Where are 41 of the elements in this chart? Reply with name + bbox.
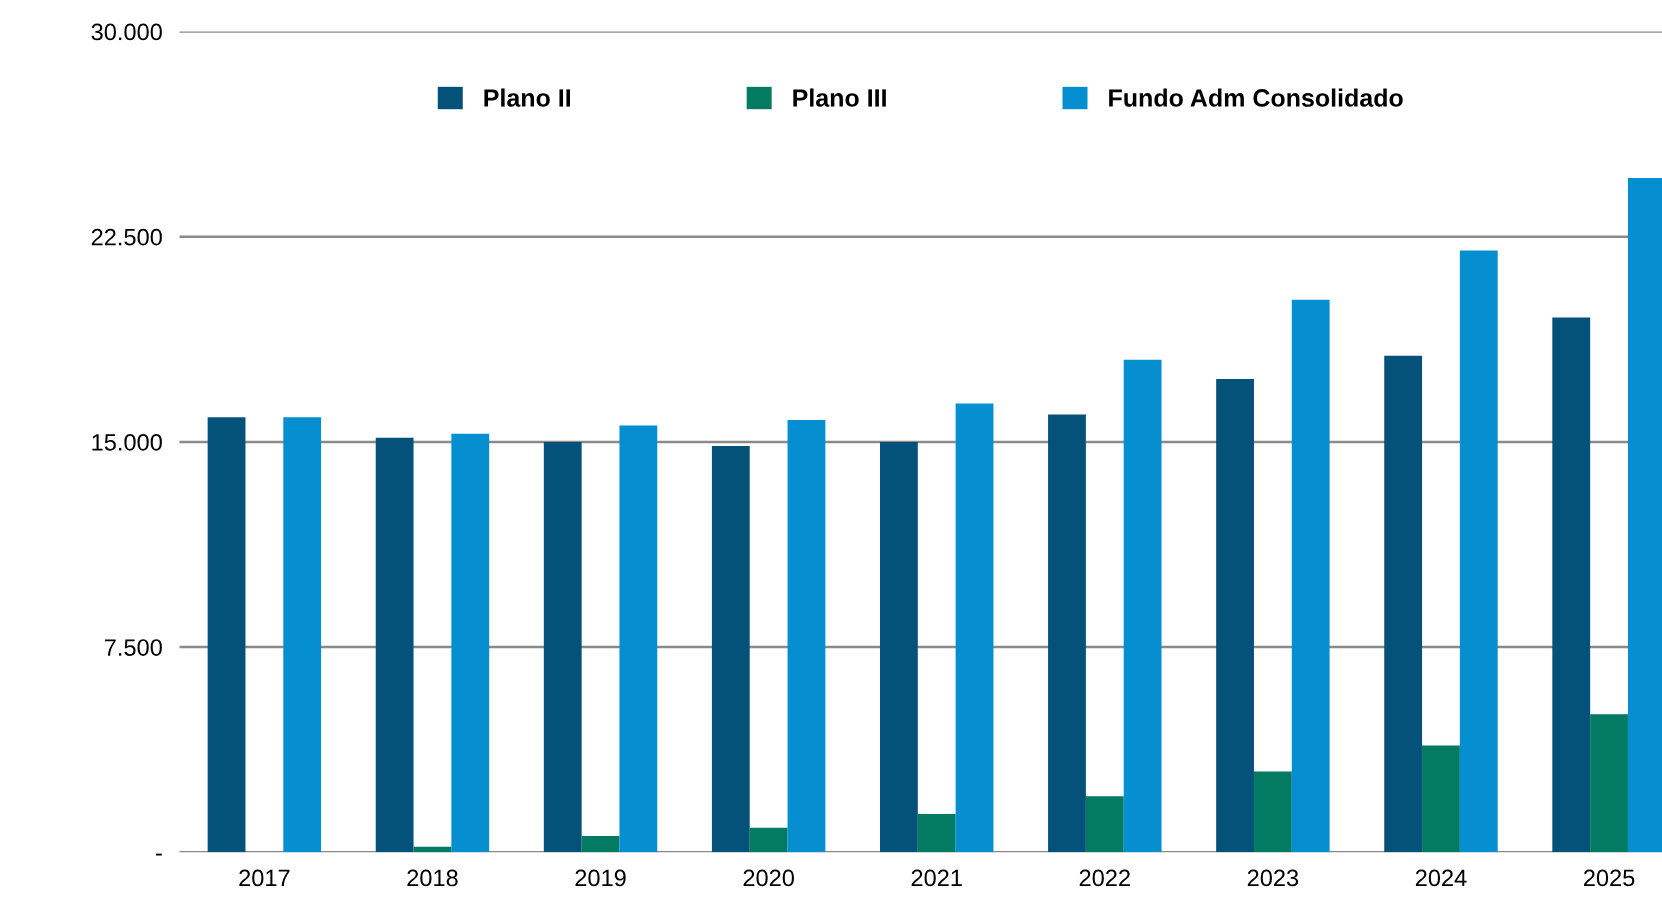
bar <box>1459 250 1498 853</box>
bar <box>711 446 750 853</box>
y-tick-label: 15.000 <box>92 433 162 451</box>
bar <box>955 403 994 853</box>
bar <box>207 417 246 853</box>
bar <box>451 433 490 853</box>
x-tick-label: 2021 <box>911 869 962 887</box>
y-tick-label: 30.000 <box>91 23 162 41</box>
x-tick-label: 2025 <box>1583 869 1635 887</box>
x-tick-label: 2024 <box>1415 869 1467 887</box>
x-tick-label: 2018 <box>407 869 458 887</box>
bar <box>543 441 582 853</box>
bar <box>787 420 826 853</box>
bar <box>375 437 414 853</box>
bar <box>1590 714 1628 853</box>
bar <box>1291 299 1330 853</box>
bar <box>1048 414 1086 853</box>
bar <box>879 441 918 853</box>
y-tick-label: 22.500 <box>91 228 162 246</box>
legend-label: Plano II <box>484 88 570 107</box>
x-tick-label: 2022 <box>1079 869 1130 887</box>
x-tick-label: 2017 <box>239 869 290 887</box>
bar <box>1384 355 1423 853</box>
bar <box>1422 745 1460 853</box>
legend-label: Fundo Adm Consolidado <box>1109 88 1403 107</box>
bar <box>1123 359 1162 853</box>
bar <box>1552 317 1591 853</box>
y-tick-label: - <box>156 853 162 856</box>
bar <box>1216 378 1254 853</box>
bar <box>1253 771 1292 853</box>
bar <box>917 814 956 853</box>
x-tick-label: 2019 <box>575 869 626 887</box>
bar <box>283 417 322 853</box>
bar <box>581 835 620 853</box>
bar <box>1085 796 1124 853</box>
x-tick-label: 2020 <box>743 869 794 887</box>
x-tick-label: 2023 <box>1247 869 1299 887</box>
legend-label: Plano III <box>793 88 886 107</box>
y-tick-label: 7.500 <box>104 639 162 656</box>
bar <box>619 425 658 853</box>
bar <box>749 827 788 853</box>
